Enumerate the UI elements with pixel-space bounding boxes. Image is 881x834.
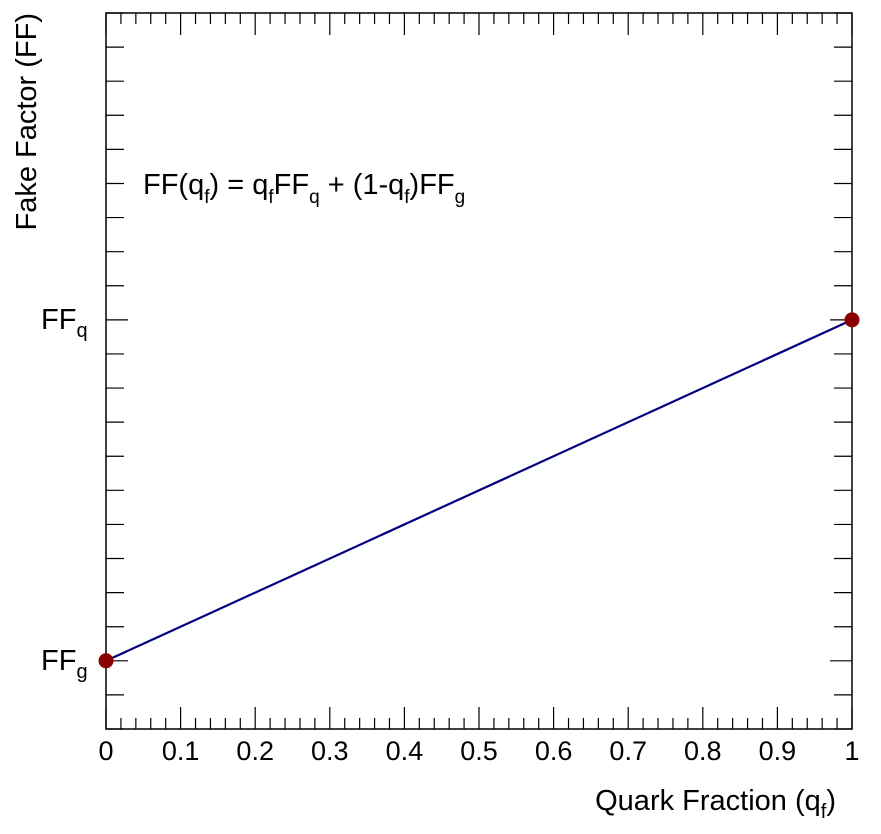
x-tick-label: 0.9	[759, 736, 797, 766]
series-line	[105, 318, 853, 662]
y-axis-label: Fake Factor (FF)	[11, 13, 43, 231]
x-tick-label: 0.7	[609, 736, 647, 766]
x-tick-label: 0.2	[236, 736, 274, 766]
x-tick-label: 0	[98, 736, 113, 766]
x-tick-label: 0.5	[460, 736, 498, 766]
data-point-marker	[98, 653, 114, 669]
x-tick-label: 0.3	[311, 736, 349, 766]
y-tick-label: FFg	[41, 645, 88, 683]
formula-annotation: FF(qf) = qfFFq + (1-qf)FFg	[143, 169, 465, 208]
x-tick-label: 0.8	[684, 736, 722, 766]
x-tick-label: 1	[844, 736, 859, 766]
x-tick-label: 0.1	[162, 736, 200, 766]
axis-ticks	[105, 12, 853, 730]
x-axis-label: Quark Fraction (qf)	[595, 785, 836, 823]
series-group	[98, 312, 860, 669]
y-tick-labels: FFg FFq	[41, 304, 88, 683]
x-tick-label: 0.6	[535, 736, 573, 766]
y-tick-label: FFq	[41, 304, 88, 342]
data-point-marker	[844, 312, 860, 328]
x-tick-labels: 0 0.1 0.2 0.3 0.4 0.5 0.6 0.7 0.8 0.9 1	[98, 736, 859, 766]
x-tick-label: 0.4	[386, 736, 424, 766]
